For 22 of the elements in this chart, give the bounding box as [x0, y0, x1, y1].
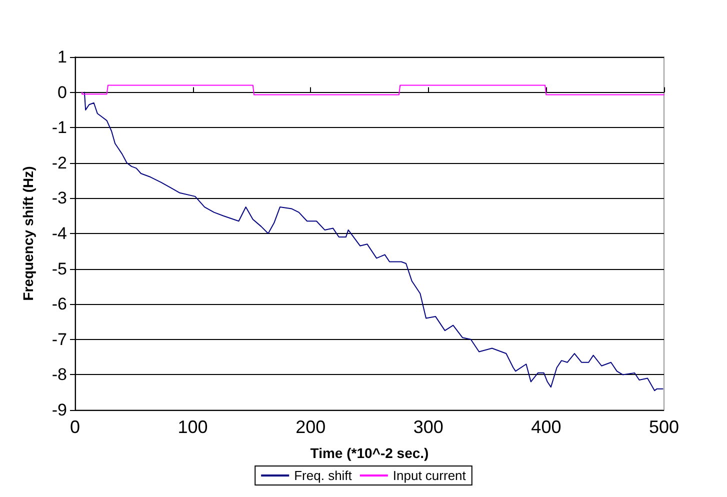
legend-label: Input current — [392, 468, 466, 483]
x-tick-label: 500 — [648, 417, 680, 437]
line-series — [82, 84, 664, 96]
y-tick-label: 0 — [58, 82, 67, 102]
x-tick-label: 400 — [531, 417, 562, 437]
y-tick-label: -5 — [52, 259, 67, 278]
legend-label: Freq. shift — [294, 468, 352, 483]
y-tick-label: -7 — [52, 330, 67, 349]
y-tick-label: -6 — [52, 294, 67, 314]
x-tick-label: 200 — [296, 417, 326, 437]
x-axis-title: Time (*10^-2 sec.) — [310, 445, 429, 461]
y-tick-label: -8 — [52, 365, 67, 384]
y-axis-title: Frequency shift (Hz) — [20, 166, 36, 301]
line-series — [84, 92, 664, 392]
x-tick-label: 100 — [178, 417, 208, 437]
x-tick-label: 300 — [413, 417, 444, 437]
y-tick-label: -9 — [52, 400, 67, 420]
y-tick-label: 1 — [58, 48, 67, 66]
y-tick-label: -2 — [52, 153, 67, 172]
y-tick-label: -1 — [52, 118, 67, 138]
y-tick-label: -3 — [52, 188, 67, 208]
y-tick-label: -4 — [52, 224, 67, 243]
